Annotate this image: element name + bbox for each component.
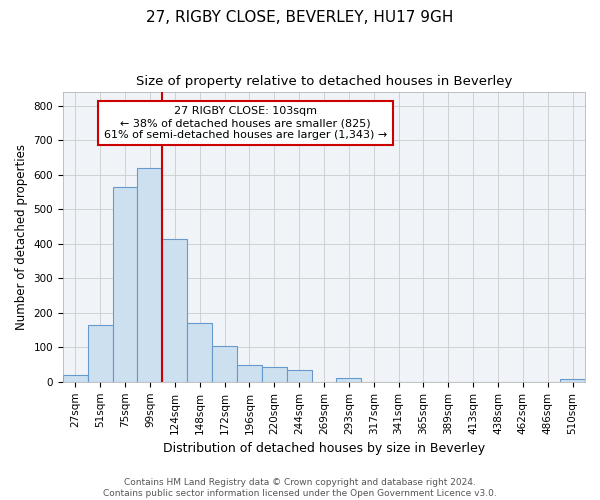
Text: Contains HM Land Registry data © Crown copyright and database right 2024.
Contai: Contains HM Land Registry data © Crown c… bbox=[103, 478, 497, 498]
Bar bbox=[212, 346, 237, 382]
Y-axis label: Number of detached properties: Number of detached properties bbox=[15, 144, 28, 330]
Bar bbox=[88, 325, 113, 382]
Text: 27, RIGBY CLOSE, BEVERLEY, HU17 9GH: 27, RIGBY CLOSE, BEVERLEY, HU17 9GH bbox=[146, 10, 454, 25]
Bar bbox=[337, 378, 361, 382]
Bar bbox=[163, 238, 187, 382]
Bar bbox=[113, 187, 137, 382]
Bar bbox=[137, 168, 163, 382]
Bar bbox=[560, 379, 585, 382]
Title: Size of property relative to detached houses in Beverley: Size of property relative to detached ho… bbox=[136, 75, 512, 88]
Bar bbox=[262, 368, 287, 382]
Bar bbox=[237, 364, 262, 382]
X-axis label: Distribution of detached houses by size in Beverley: Distribution of detached houses by size … bbox=[163, 442, 485, 455]
Bar bbox=[63, 375, 88, 382]
Bar bbox=[187, 323, 212, 382]
Text: 27 RIGBY CLOSE: 103sqm
← 38% of detached houses are smaller (825)
61% of semi-de: 27 RIGBY CLOSE: 103sqm ← 38% of detached… bbox=[104, 106, 387, 140]
Bar bbox=[287, 370, 311, 382]
